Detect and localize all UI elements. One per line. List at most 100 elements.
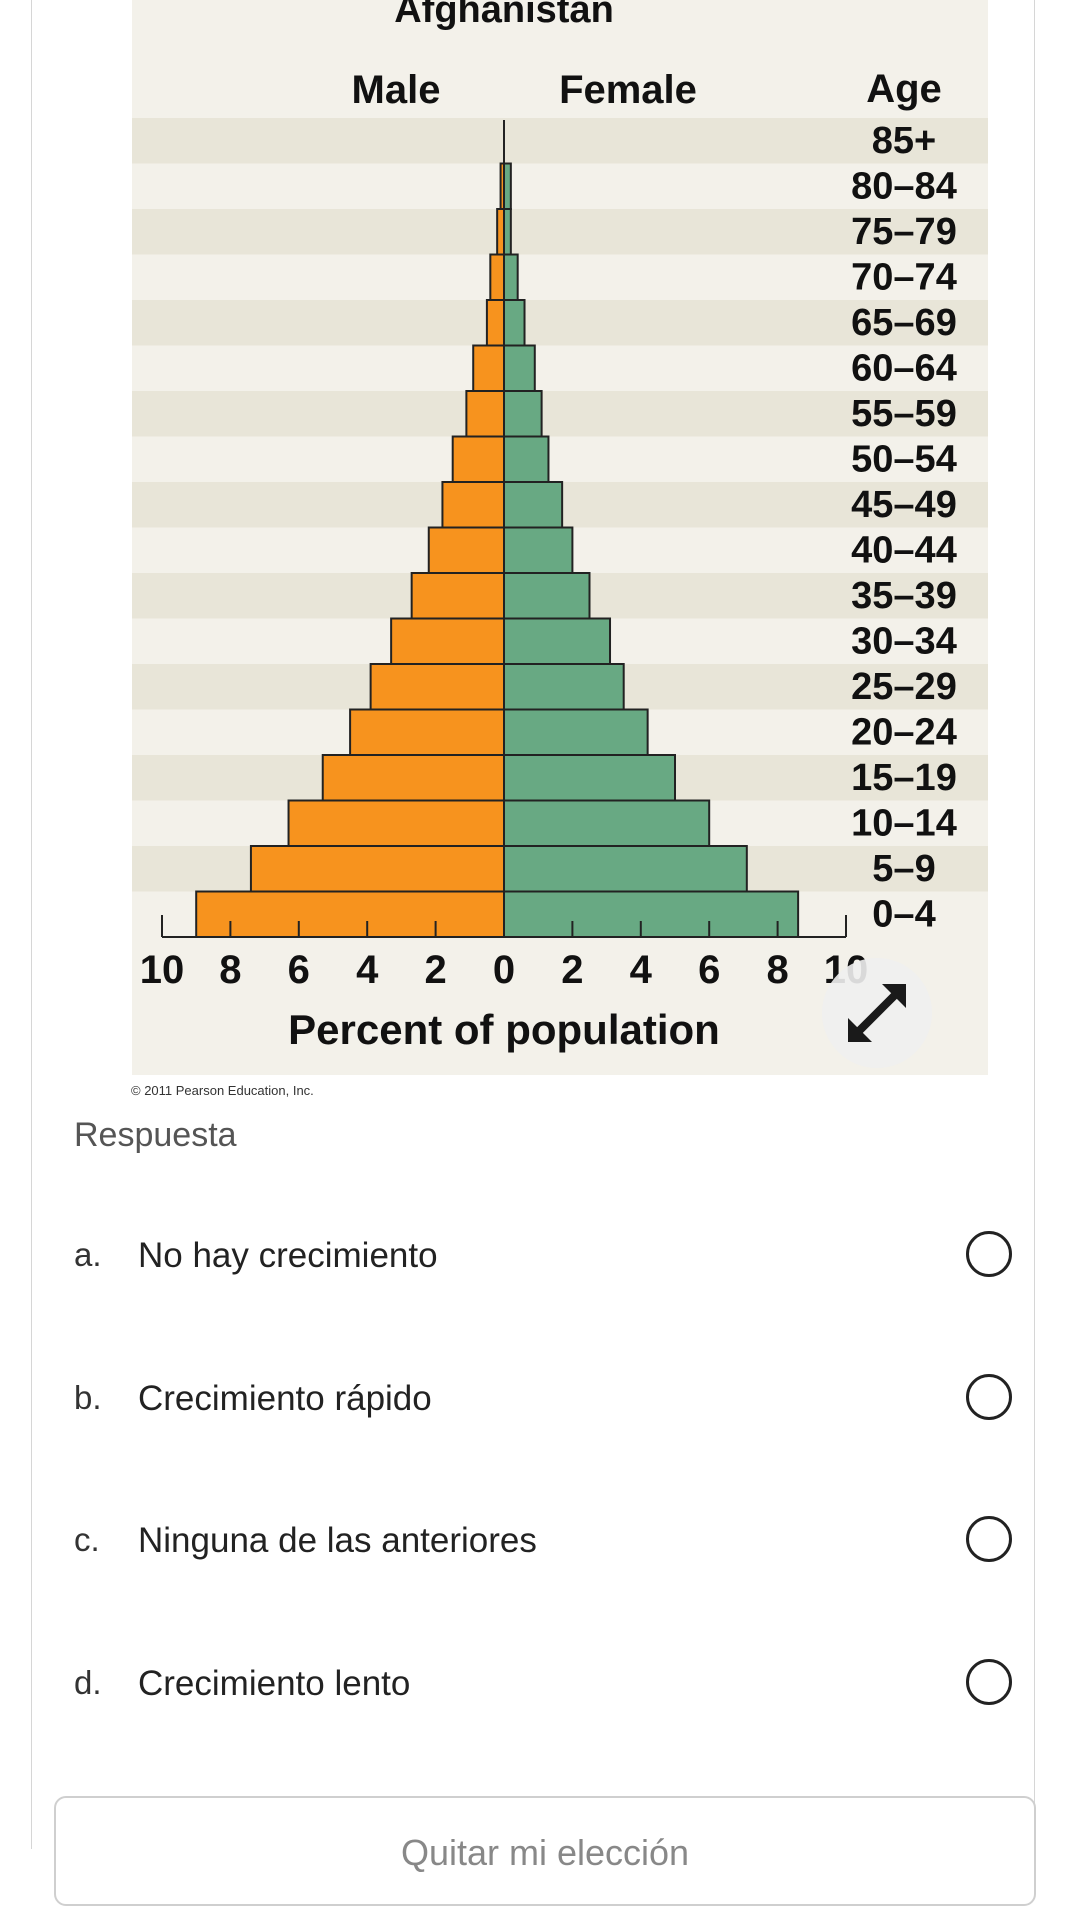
female-bar — [503, 390, 543, 438]
option-radio[interactable] — [966, 1659, 1012, 1705]
male-bar — [496, 208, 506, 256]
age-label: 20–24 — [851, 712, 957, 754]
x-tick-label: 4 — [356, 948, 379, 992]
clear-choice-label: Quitar mi elección — [400, 1832, 690, 1873]
age-label: 75–79 — [851, 211, 957, 253]
answer-label: Respuesta — [74, 1116, 237, 1154]
age-label: 55–59 — [851, 393, 957, 435]
left-frame-line — [31, 0, 32, 1849]
male-bar — [441, 481, 506, 529]
age-band — [132, 345, 988, 391]
age-label: 35–39 — [851, 575, 957, 617]
age-label: 10–14 — [851, 803, 957, 845]
male-bar — [472, 344, 506, 392]
male-header: Male — [352, 68, 441, 112]
option-letter: a. — [74, 1236, 102, 1273]
right-frame-line — [1034, 0, 1035, 1849]
male-bar — [390, 617, 506, 665]
chart-svg: 1086420246810 Afghanistan Male Female Ag… — [132, 0, 988, 1075]
female-header: Female — [559, 68, 697, 112]
age-band — [132, 118, 988, 164]
male-bar — [485, 299, 505, 347]
age-band — [132, 163, 988, 209]
option-radio[interactable] — [966, 1231, 1012, 1277]
female-bar — [503, 481, 564, 529]
x-tick-label: 8 — [219, 948, 241, 992]
age-band — [132, 254, 988, 300]
population-pyramid-chart: 1086420246810 Afghanistan Male Female Ag… — [132, 0, 988, 1075]
age-label: 15–19 — [851, 757, 957, 799]
option-a[interactable]: a. No hay crecimiento — [0, 1206, 1066, 1306]
option-d[interactable]: d. Crecimiento lento — [0, 1634, 1066, 1734]
age-label: 45–49 — [851, 484, 957, 526]
female-bar — [503, 890, 800, 938]
option-letter: b. — [74, 1379, 102, 1416]
copyright-note: © 2011 Pearson Education, Inc. — [131, 1083, 314, 1098]
male-bar — [287, 799, 506, 847]
age-band — [132, 436, 988, 482]
female-bar — [503, 253, 519, 301]
x-tick-label: 2 — [424, 948, 446, 992]
age-band — [132, 391, 988, 437]
option-letter: d. — [74, 1664, 102, 1701]
age-band — [132, 209, 988, 255]
bars — [195, 162, 800, 938]
male-bar — [349, 708, 505, 756]
x-tick-label: 6 — [698, 948, 720, 992]
age-label: 25–29 — [851, 666, 957, 708]
male-bar — [410, 572, 505, 620]
x-tick-label: 0 — [493, 948, 515, 992]
expand-image-button[interactable] — [822, 958, 932, 1068]
x-axis: 1086420246810 — [140, 915, 868, 992]
option-text: Crecimiento lento — [138, 1664, 411, 1703]
female-bar — [503, 617, 612, 665]
x-tick-label: 2 — [561, 948, 583, 992]
x-tick-label: 8 — [766, 948, 788, 992]
age-band — [132, 300, 988, 346]
option-text: No hay crecimiento — [138, 1236, 438, 1275]
option-radio[interactable] — [966, 1374, 1012, 1420]
female-bar — [503, 162, 512, 210]
female-bar — [503, 754, 676, 802]
age-label: 70–74 — [851, 257, 957, 299]
age-label: 65–69 — [851, 302, 957, 344]
female-bar — [503, 799, 711, 847]
age-label: 85+ — [872, 120, 936, 162]
chart-title: Afghanistan — [394, 0, 614, 31]
x-tick-label: 4 — [630, 948, 653, 992]
age-label: 50–54 — [851, 439, 957, 481]
option-b[interactable]: b. Crecimiento rápido — [0, 1349, 1066, 1449]
age-label: 60–64 — [851, 348, 957, 390]
option-c[interactable]: c. Ninguna de las anteriores — [0, 1491, 1066, 1591]
male-bar — [451, 435, 506, 483]
male-bar — [249, 845, 505, 893]
female-bar — [503, 572, 591, 620]
option-letter: c. — [74, 1521, 100, 1558]
male-bar — [489, 253, 506, 301]
male-bar — [321, 754, 505, 802]
age-label: 30–34 — [851, 621, 957, 663]
male-bar — [465, 390, 506, 438]
age-labels: 85+80–8475–7970–7465–6960–6455–5950–5445… — [851, 120, 957, 936]
x-tick-label: 10 — [140, 948, 185, 992]
male-bar — [195, 890, 505, 938]
female-bar — [503, 344, 536, 392]
female-bar — [503, 208, 512, 256]
option-text: Crecimiento rápido — [138, 1379, 432, 1418]
x-axis-label: Percent of population — [288, 1006, 720, 1053]
age-label: 80–84 — [851, 166, 957, 208]
clear-choice-button[interactable]: Quitar mi elección — [54, 1796, 1036, 1906]
age-label: 40–44 — [851, 530, 957, 572]
female-bar — [503, 708, 649, 756]
option-text: Ninguna de las anteriores — [138, 1521, 537, 1560]
age-header: Age — [866, 67, 942, 111]
female-bar — [503, 663, 625, 711]
male-bar — [427, 526, 506, 574]
x-tick-label: 6 — [288, 948, 310, 992]
male-bar — [369, 663, 505, 711]
female-bar — [503, 299, 526, 347]
female-bar — [503, 435, 550, 483]
female-bar — [503, 845, 748, 893]
option-radio[interactable] — [966, 1516, 1012, 1562]
female-bar — [503, 526, 574, 574]
